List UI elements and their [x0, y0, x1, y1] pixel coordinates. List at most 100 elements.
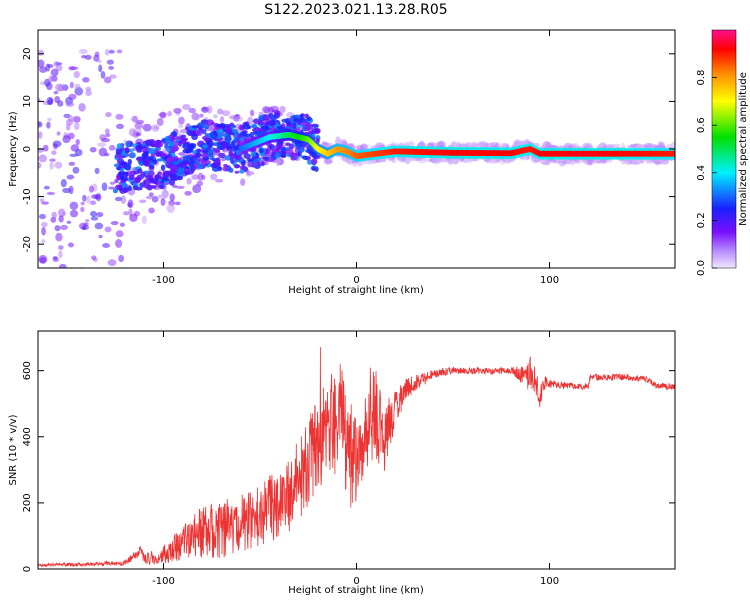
spectrogram-noise-cell: [84, 54, 92, 60]
spectrogram-noise-cell: [128, 128, 137, 137]
spectrogram-noise-cell: [72, 166, 80, 174]
spectrogram-marks: [38, 48, 675, 277]
snr-xtick-label: 0: [353, 576, 359, 587]
spectrogram-signal-cell: [292, 121, 297, 129]
spectrogram-signal-cell: [223, 163, 228, 168]
spectrogram-noise-cell: [361, 161, 367, 165]
spectrogram-noise-cell: [74, 83, 81, 89]
spectrogram-noise-cell: [90, 216, 99, 221]
spectrogram-signal-cell: [311, 127, 319, 134]
spectrogram-signal-cell: [162, 170, 169, 177]
spectrogram-noise-cell: [191, 174, 200, 180]
spectrogram-noise-cell: [94, 51, 100, 57]
spectrogram-signal-cell: [182, 155, 191, 161]
spectrogram-signal-cell: [250, 152, 257, 157]
spectrogram-noise-cell: [80, 206, 85, 213]
spectrogram-signal-cell: [267, 120, 275, 126]
spectrogram-noise-cell: [104, 152, 110, 157]
spectrogram-signal-cell: [252, 128, 257, 132]
spectrogram-noise-cell: [78, 48, 88, 55]
spectrogram-xlabel: Height of straight line (km): [288, 285, 424, 296]
spectrogram-noise-cell: [215, 178, 224, 183]
spectrogram-noise-cell: [104, 128, 110, 136]
spectrogram-signal-cell: [260, 161, 265, 167]
spectrogram-noise-cell: [138, 199, 147, 204]
spectrogram-noise-cell: [69, 81, 74, 89]
spectrogram-signal-cell: [160, 164, 166, 172]
spectrogram-noise-cell: [68, 185, 74, 195]
spectrogram-signal-cell: [135, 176, 141, 184]
spectrogram-signal-cell: [197, 158, 205, 163]
spectrogram-noise-cell: [87, 268, 96, 274]
spectrogram-signal-cell: [145, 174, 153, 180]
spectrogram-signal-cell: [284, 142, 291, 147]
spectrogram-noise-cell: [166, 203, 175, 213]
spectrogram-noise-cell: [94, 222, 104, 230]
spectrogram-noise-cell: [184, 190, 192, 196]
spectrogram-signal-cell: [217, 141, 224, 146]
spectrogram-signal-cell: [140, 171, 146, 177]
colorbar-tick-label: 0.2: [696, 212, 707, 228]
spectrogram-signal-cell: [224, 155, 232, 161]
spectrogram-noise-cell: [60, 179, 67, 188]
spectrogram-noise-cell: [65, 123, 71, 131]
spectrogram-noise-cell: [104, 226, 112, 233]
spectrogram-noise-cell: [135, 132, 142, 137]
spectrogram-ytick-label: 10: [22, 95, 33, 108]
spectrogram-signal-cell: [121, 161, 128, 167]
spectrogram-noise-cell: [57, 100, 64, 107]
spectrogram-noise-cell: [41, 226, 46, 236]
spectrogram-signal-cell: [194, 153, 203, 157]
spectrogram-signal-cell: [155, 153, 162, 157]
spectrogram-signal-cell: [179, 140, 187, 145]
snr-axes: -100 0 100 0 200 400 600: [22, 331, 675, 587]
spectrogram-noise-cell: [70, 144, 79, 152]
spectrogram-signal-cell: [243, 133, 251, 138]
spectrogram-noise-cell: [54, 161, 63, 169]
spectrogram-noise-cell: [182, 104, 191, 110]
spectrogram-signal-cell: [128, 152, 136, 159]
spectrogram-noise-cell: [109, 181, 116, 185]
spectrogram-noise-cell: [69, 209, 79, 218]
spectrogram-noise-cell: [102, 243, 111, 248]
spectrogram-noise-cell: [119, 222, 125, 227]
spectrogram-signal-cell: [137, 168, 143, 174]
spectrogram-noise-cell: [160, 197, 166, 206]
spectrogram-noise-cell: [62, 135, 71, 144]
spectrogram-noise-cell: [38, 254, 48, 264]
spectrogram-signal-cell: [258, 148, 264, 154]
spectrogram-signal-cell: [141, 152, 148, 159]
spectrogram-noise-cell: [69, 153, 78, 158]
spectrogram-signal-cell: [139, 182, 146, 188]
spectrogram-signal-cell: [127, 158, 132, 166]
spectrogram-signal-cell: [115, 148, 123, 155]
spectrogram-noise-cell: [86, 195, 91, 204]
spectrogram-noise-cell: [90, 210, 97, 217]
spectrogram-noise-cell: [69, 201, 79, 210]
spectrogram-signal-cell: [243, 153, 251, 159]
spectrogram-noise-cell: [114, 196, 123, 202]
spectrogram-noise-cell: [200, 106, 209, 113]
snr-ylabel: SNR (10 * v/v): [8, 414, 19, 485]
spectrogram-noise-cell: [263, 107, 270, 114]
spectrogram-noise-cell: [116, 270, 121, 277]
spectrogram-signal-cell: [113, 163, 120, 168]
spectrogram-noise-cell: [108, 186, 116, 190]
spectrogram-noise-cell: [213, 114, 218, 119]
spectrogram-noise-cell: [69, 66, 79, 70]
spectrogram-noise-cell: [178, 123, 184, 129]
spectrogram-noise-cell: [43, 185, 50, 190]
spectrogram-noise-cell: [148, 192, 154, 197]
spectrogram-signal-cell: [216, 128, 224, 135]
spectrogram-ytick-label: -20: [22, 236, 33, 252]
spectrogram-signal-cell: [169, 168, 177, 175]
spectrogram-noise-cell: [106, 59, 114, 65]
spectrogram-signal-cell: [281, 118, 290, 123]
snr-ytick-label: 0: [22, 566, 33, 572]
spectrogram-signal-cell: [311, 167, 317, 171]
spectrogram-noise-cell: [58, 263, 67, 268]
spectrogram-signal-cell: [299, 113, 304, 121]
spectrogram-noise-cell: [275, 158, 281, 167]
spectrogram-signal-cell: [202, 144, 209, 149]
